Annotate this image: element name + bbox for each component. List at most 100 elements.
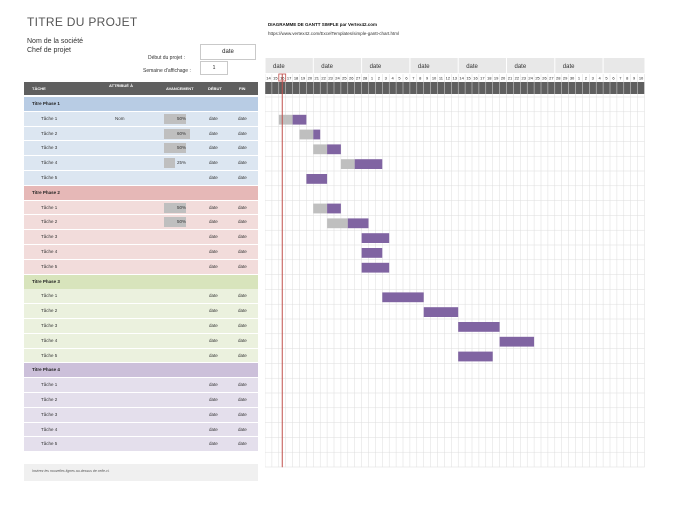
task-row[interactable]: Tâche 3 50% date date (24, 141, 258, 157)
day-number: 3 (592, 76, 595, 81)
day-number: 23 (522, 76, 527, 81)
display-week-input[interactable]: 1 (200, 61, 228, 75)
day-number: 4 (392, 76, 395, 81)
task-start-date: date (209, 308, 218, 314)
day-number: 21 (508, 76, 513, 81)
task-name: Tâche 2 (41, 308, 58, 314)
task-row[interactable]: Tâche 5 date date (24, 259, 258, 275)
phase-header[interactable]: Titre Phase 3 (24, 274, 258, 289)
task-end-date: date (238, 411, 247, 417)
task-row[interactable]: Tâche 5 date date (24, 437, 258, 453)
project-manager[interactable]: Chef de projet (27, 47, 71, 54)
task-row[interactable]: Tâche 1 50% date date (24, 200, 258, 216)
task-start-date: date (209, 352, 218, 358)
task-bar-completed (278, 114, 293, 125)
project-title[interactable]: TITRE DU PROJET (27, 15, 138, 29)
task-bar (327, 144, 341, 155)
task-start-date: date (209, 293, 218, 299)
task-start-date: date (209, 130, 218, 136)
company-name[interactable]: Nom de la société (27, 38, 84, 45)
task-name: Tâche 1 (41, 293, 58, 299)
task-start-date: date (209, 337, 218, 343)
task-end-date: date (238, 160, 247, 166)
task-row[interactable]: Tâche 1 Nom 50% date date (24, 111, 258, 127)
task-start-date: date (209, 411, 218, 417)
task-end-date: date (238, 175, 247, 180)
insert-rows-note: Insérez les nouvelles lignes au-dessus d… (32, 469, 110, 473)
task-start-date: date (209, 160, 218, 166)
day-number: 27 (356, 76, 361, 81)
task-name: Tâche 2 (41, 130, 58, 136)
task-row[interactable]: Tâche 2 60% date date (24, 126, 258, 142)
phase-header[interactable]: Titre Phase 2 (24, 185, 258, 200)
day-number: 20 (308, 76, 313, 81)
task-bar (292, 114, 307, 125)
column-header-progress: AVANCEMENT (166, 86, 194, 91)
task-row[interactable]: Tâche 1 date date (24, 289, 258, 305)
task-end-date: date (238, 130, 247, 136)
task-start-date: date (209, 175, 218, 180)
task-row[interactable]: Tâche 4 date date (24, 245, 258, 260)
task-end-date: date (238, 234, 247, 240)
task-row[interactable]: Tâche 4 date date (24, 422, 258, 438)
task-name: Tâche 4 (41, 426, 58, 432)
task-row[interactable]: Tâche 2 50% date date (24, 215, 258, 231)
day-number: 3 (385, 76, 388, 81)
task-start-date: date (209, 323, 218, 328)
day-number: 17 (480, 76, 485, 81)
task-name: Tâche 3 (41, 411, 58, 417)
phase-header[interactable]: Titre Phase 4 (24, 363, 258, 378)
task-bar (423, 307, 459, 317)
day-number: 1 (371, 76, 374, 81)
day-number: 26 (542, 76, 547, 81)
task-start-date: date (209, 115, 218, 121)
task-end-date: date (238, 115, 247, 121)
start-date-label: Début du projet : (148, 55, 185, 61)
gantt-chart-title: DIAGRAMME DE GANTT SIMPLE par Vertex42.c… (268, 22, 378, 27)
task-start-date: date (209, 219, 218, 225)
task-name: Tâche 1 (41, 382, 58, 388)
task-row[interactable]: Tâche 1 date date (24, 378, 258, 393)
day-number: 24 (335, 76, 340, 81)
task-row[interactable]: Tâche 3 date date (24, 319, 258, 334)
progress-bar (164, 113, 186, 124)
day-number: 15 (273, 76, 278, 81)
task-name: Tâche 2 (41, 397, 58, 402)
task-row[interactable]: Tâche 2 date date (24, 304, 258, 319)
weekday-header-band (265, 82, 645, 94)
display-week-label: Semaine d'affichage : (143, 68, 191, 74)
day-number: 12 (446, 76, 451, 81)
day-number: 27 (549, 76, 554, 81)
task-row[interactable]: Tâche 4 25% date date (24, 156, 258, 171)
task-name: Tâche 4 (41, 337, 58, 343)
day-number: 5 (398, 76, 401, 81)
week-label: date (563, 64, 575, 70)
task-bar-completed (327, 218, 348, 229)
progress-bar (164, 128, 191, 139)
task-row[interactable]: Tâche 5 date date (24, 348, 258, 364)
task-row[interactable]: Tâche 3 date date (24, 230, 258, 245)
day-number: 1 (578, 76, 581, 81)
task-bar (347, 218, 369, 229)
task-end-date: date (238, 263, 247, 269)
progress-bar (164, 158, 175, 169)
task-start-date: date (209, 234, 218, 240)
task-progress: 50% (177, 204, 187, 210)
day-number: 11 (439, 76, 444, 81)
task-bar (458, 322, 500, 332)
phase-header[interactable]: Titre Phase 1 (24, 97, 258, 111)
task-row[interactable]: Tâche 2 date date (24, 393, 258, 408)
task-name: Tâche 4 (41, 249, 58, 254)
task-row[interactable]: Tâche 5 date date (24, 171, 258, 186)
task-row[interactable]: Tâche 3 date date (24, 407, 258, 423)
day-number: 13 (453, 76, 458, 81)
task-progress: 50% (177, 115, 187, 121)
week-label: date (418, 64, 430, 70)
template-link[interactable]: https://www.vertex42.com/ExcelTemplates/… (268, 31, 400, 36)
start-date-input[interactable]: date (200, 44, 256, 60)
task-row[interactable]: Tâche 4 date date (24, 333, 258, 349)
day-number: 6 (405, 76, 408, 81)
task-progress: 50% (177, 145, 187, 151)
week-label: date (466, 64, 478, 70)
task-bar (361, 248, 383, 258)
